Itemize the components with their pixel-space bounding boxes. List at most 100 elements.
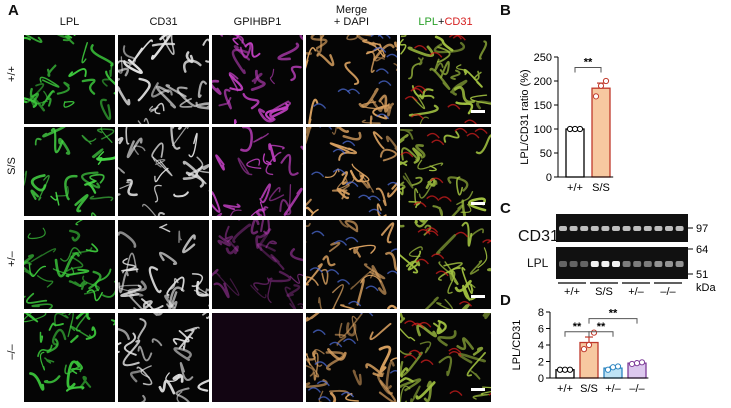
scale-bar [471,110,485,113]
overlay-cd31-text: CD31 [444,16,473,28]
data-point [556,366,564,373]
y-tick-label: 0 [538,373,544,385]
data-point [604,366,612,373]
micrograph-tile--gpihbp1 [212,220,303,309]
panel-c-label: C [500,200,511,217]
y-axis-label: LPL/CD31 ratio (%) [519,69,531,164]
scale-bar [471,295,485,298]
lane-label: +/+ [564,286,580,295]
micrograph-tile-SS-lpl [24,127,115,216]
micrograph-tile--gpihbp1 [212,35,303,124]
scale-bar [471,202,485,205]
merge-line-1: Merge [335,4,368,16]
x-tick-label: –/– [629,383,645,395]
band-lpl [622,261,631,267]
y-tick-label: 4 [538,340,544,352]
column-header-merge: Merge + DAPI [306,4,397,28]
data-point [580,346,588,353]
micrograph-tile--cd31 [118,313,209,402]
mw-label: 51 [696,269,708,281]
band-lpl [559,261,567,267]
data-point [638,359,646,366]
column-header-gpihbp1: GPIHBP1 [233,16,282,28]
significance-bracket [588,331,614,337]
y-tick-label: 50 [540,148,552,160]
data-point [566,366,574,373]
y-tick-label: 0 [546,172,552,184]
y-tick-label: 8 [538,307,544,319]
data-point [609,364,617,371]
x-tick-label: +/+ [557,383,573,395]
micrograph-tile-SS-overlay [400,127,491,216]
data-point [576,125,584,133]
y-tick-label: 100 [534,124,552,136]
y-tick-label: 200 [534,76,552,88]
micrograph-tile-SS-gpihbp1 [212,127,303,216]
kda-label: kDa [696,282,716,294]
band-cd31 [622,226,631,231]
data-point [566,125,574,133]
panel-a-label: A [8,2,19,19]
data-point [592,93,600,100]
band-lpl [580,261,589,267]
band-lpl [601,261,610,267]
band-cd31 [633,226,642,231]
column-header-overlay: LPL+CD31 [400,16,491,28]
micrograph-tile--lpl [24,35,115,124]
band-cd31 [665,226,673,231]
micrograph-tile--cd31 [118,35,209,124]
band-cd31 [569,226,578,231]
x-tick-label: +/– [605,383,621,395]
micrograph-tile--gpihbp1 [212,313,303,402]
significance-label: ** [584,57,593,69]
micrograph-tile--merge [306,220,397,309]
significance-label: ** [609,308,618,320]
band-lpl [643,261,652,267]
column-header-cd31: CD31 [149,16,178,28]
row-label-ss: S/S [6,157,18,175]
micrograph-tile--overlay [400,35,491,124]
band-cd31 [601,226,610,231]
band-lpl [590,261,599,267]
band-cd31 [559,226,567,231]
micrograph-tile--lpl [24,220,115,309]
micrograph-tile--merge [306,313,397,402]
band-lpl [654,261,663,267]
significance-label: ** [573,321,582,333]
micrograph-tile--cd31 [118,220,209,309]
data-point [602,77,610,85]
micrograph-tile--overlay [400,313,491,402]
x-tick-label: S/S [580,383,598,395]
blot-label-cd31: CD31 [518,228,559,245]
y-tick-label: 150 [534,100,552,112]
panel-b-chart: 0 50 100 150 200 250 +/+ S/S LPL/CD31 ratio (%) *… [519,52,614,194]
data-point [571,125,579,133]
overlay-plus-text: + [438,16,445,28]
significance-label: ** [597,321,606,333]
row-label-het: +/– [6,251,18,267]
x-tick-label: S/S [592,182,610,194]
band-cd31 [654,226,663,231]
blot-label-lpl: LPL [527,256,549,270]
data-point [585,341,593,349]
micrograph-tile-SS-merge [306,127,397,216]
significance-bracket [574,67,602,73]
band-cd31 [643,226,652,231]
data-point [633,360,641,367]
micrograph-tile--merge [306,35,397,124]
panel-b-label: B [500,2,511,19]
band-lpl [569,261,578,267]
band-cd31 [590,226,599,231]
column-header-lpl: LPL [59,16,80,28]
data-point [597,82,605,89]
micrograph-tile--overlay [400,220,491,309]
x-tick-label: +/+ [567,182,583,194]
row-label-wt: +/+ [6,66,18,82]
mw-label: 64 [696,244,708,256]
data-point [561,366,569,373]
data-point [628,360,636,368]
lane-label: +/– [628,286,644,295]
lane-label: –/– [660,286,676,295]
y-tick-label: 6 [538,324,544,336]
